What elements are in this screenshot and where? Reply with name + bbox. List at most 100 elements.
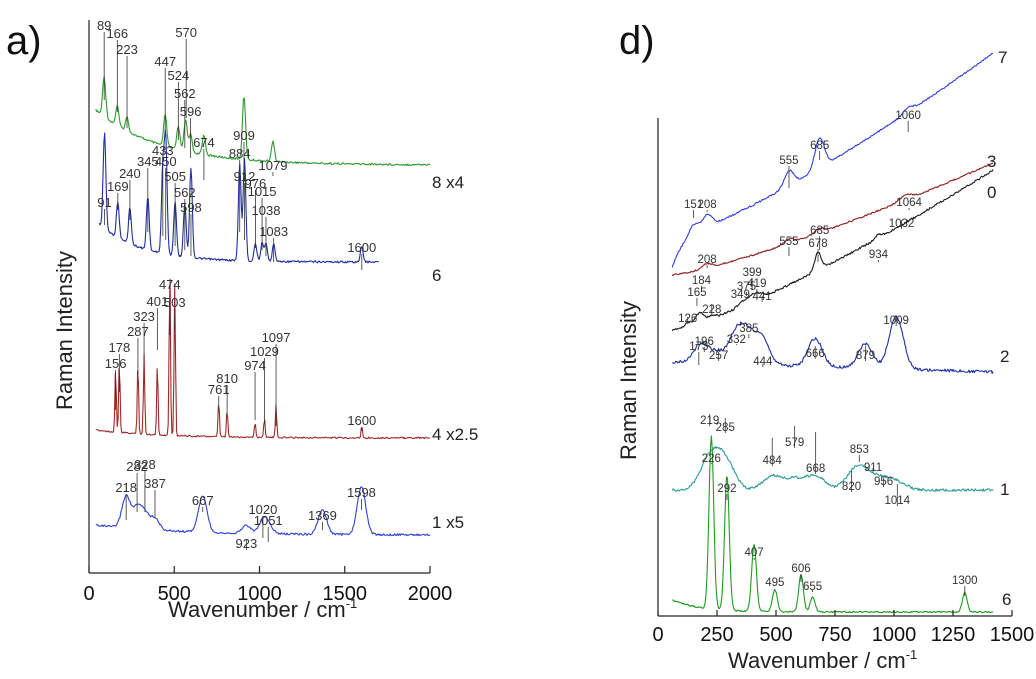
panel-a-x-axis-title: Wavenumber / cm-1 xyxy=(168,596,357,622)
peak-label: 655 xyxy=(803,581,822,593)
series-label: 1 x5 xyxy=(432,513,464,532)
spectrum-line xyxy=(671,52,994,268)
peak-label: 666 xyxy=(806,348,825,360)
peak-label: 1029 xyxy=(250,344,279,359)
panel-d-x-axis-title: Wavenumber / cm-1 xyxy=(728,647,917,673)
series-label: 1 xyxy=(1000,480,1009,499)
series-label: 6 xyxy=(432,266,441,285)
spectrum-line xyxy=(95,76,430,167)
peak-label: 387 xyxy=(144,476,166,491)
peak-label: 419 xyxy=(747,278,766,290)
peak-label: 450 xyxy=(155,154,177,169)
peak-label: 1079 xyxy=(259,158,288,173)
panel-d-letter: d) xyxy=(619,19,655,63)
spectrum-line xyxy=(98,128,379,264)
peak-label: 562 xyxy=(174,86,196,101)
peak-label: 292 xyxy=(717,483,736,495)
peak-label: 761 xyxy=(208,382,230,397)
peak-label: 674 xyxy=(193,135,215,150)
series-d-6: 226 292 407 495 606 655 1300 6 xyxy=(672,435,1011,614)
peak-label: 810 xyxy=(216,371,238,386)
series-label: 3 xyxy=(987,152,996,171)
peak-label: 678 xyxy=(808,238,827,250)
series-label: 6 xyxy=(1002,590,1011,609)
peak-label: 596 xyxy=(180,104,202,119)
x-tick-label: 1000 xyxy=(872,624,917,646)
peak-label: 287 xyxy=(127,324,149,339)
peak-label: 91 xyxy=(97,195,111,210)
peak-label: 223 xyxy=(116,42,138,57)
peak-label: 1060 xyxy=(895,110,921,122)
peak-label: 555 xyxy=(779,155,798,167)
series-label: 0 xyxy=(987,183,996,202)
peak-label: 879 xyxy=(856,350,875,362)
peak-label: 1014 xyxy=(885,495,911,507)
peak-label: 433 xyxy=(152,143,174,158)
peak-label: 89 xyxy=(97,18,111,33)
series-label: 7 xyxy=(998,48,1007,67)
peak-label: 349 xyxy=(731,289,750,301)
panel-a-x-ticks: 0 500 1000 1500 2000 xyxy=(83,566,452,605)
peak-label: 126 xyxy=(678,313,697,325)
peak-label: 934 xyxy=(869,249,889,261)
peak-label: 444 xyxy=(753,356,773,368)
panel-d: d) 1512085556851060720855568510321064312… xyxy=(616,19,1034,673)
peak-label: 1015 xyxy=(248,184,277,199)
spectrum-line xyxy=(95,278,431,440)
peak-label: 228 xyxy=(702,304,721,316)
peak-label: 285 xyxy=(716,422,735,434)
peak-label: 912 xyxy=(234,169,256,184)
panel-a-letter: a) xyxy=(6,19,42,63)
peak-label: 323 xyxy=(133,309,155,324)
peak-label: 447 xyxy=(154,54,176,69)
peak-label: 169 xyxy=(107,179,129,194)
panel-d-plot-area: 1512085556851060720855568510321064312616… xyxy=(671,48,1011,614)
peak-label: 441 xyxy=(752,291,771,303)
peak-label: 668 xyxy=(806,463,825,475)
peak-label: 484 xyxy=(763,455,783,467)
peak-label: 474 xyxy=(159,277,181,292)
peak-label: 685 xyxy=(810,140,829,152)
spectrum-line xyxy=(672,315,994,374)
peak-label: 156 xyxy=(105,356,127,371)
peak-label: 911 xyxy=(864,462,882,474)
peak-label: 685 xyxy=(810,225,829,237)
peak-label: 328 xyxy=(134,457,156,472)
series-label: 8 x4 xyxy=(432,173,464,192)
panel-a-y-axis-title: Raman Intensity xyxy=(52,251,77,410)
peak-label: 401 xyxy=(147,294,169,309)
peak-label: 1097 xyxy=(262,330,291,345)
panel-d-y-axis-title: Raman Intensity xyxy=(616,301,641,460)
spectrum-line xyxy=(672,435,994,614)
x-tick-label: 500 xyxy=(759,624,792,646)
peak-label: 956 xyxy=(874,476,893,488)
x-tick-label: 1000 xyxy=(237,583,282,605)
peak-label: 503 xyxy=(164,295,186,310)
spectrum-line xyxy=(671,169,994,332)
peak-label: 555 xyxy=(779,236,798,248)
peak-label: 345 xyxy=(137,154,159,169)
peak-label: 1300 xyxy=(952,575,978,587)
peak-label: 1369 xyxy=(308,508,337,523)
peak-label: 208 xyxy=(697,254,716,266)
peak-label: 1009 xyxy=(883,315,909,327)
peak-label: 820 xyxy=(842,481,861,493)
series-label: 2 xyxy=(1000,347,1009,366)
peak-label: 579 xyxy=(785,437,804,449)
peak-label: 407 xyxy=(744,547,763,559)
x-tick-label: 500 xyxy=(158,583,191,605)
peak-label: 570 xyxy=(175,25,197,40)
peak-label: 606 xyxy=(791,563,810,575)
peak-label: 524 xyxy=(167,68,189,83)
x-tick-label: 750 xyxy=(818,624,851,646)
peak-label: 1083 xyxy=(259,224,288,239)
x-tick-label: 250 xyxy=(700,624,733,646)
